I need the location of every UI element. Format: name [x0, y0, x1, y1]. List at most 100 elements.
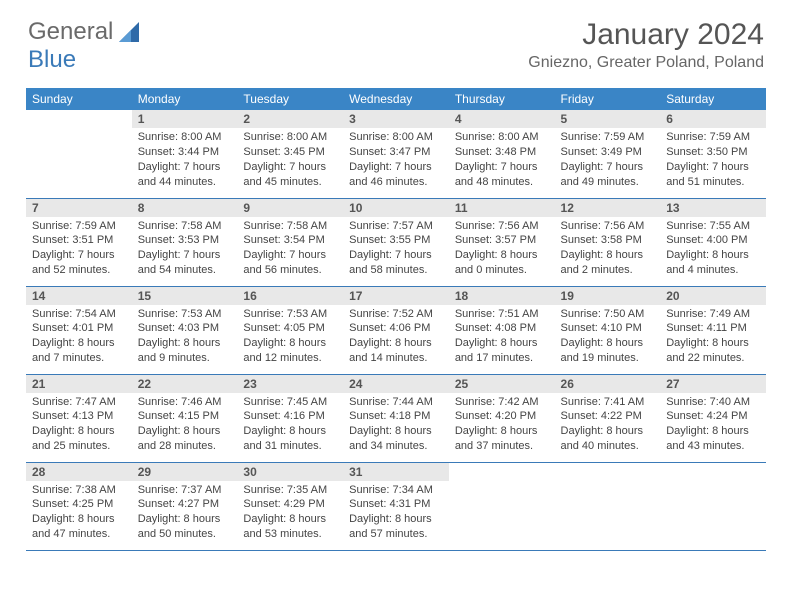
daylight2-text: and 51 minutes.: [666, 175, 760, 190]
calendar-cell: 17Sunrise: 7:52 AMSunset: 4:06 PMDayligh…: [343, 286, 449, 374]
daylight2-text: and 46 minutes.: [349, 175, 443, 190]
weekday-header: Wednesday: [343, 88, 449, 110]
daylight2-text: and 4 minutes.: [666, 263, 760, 278]
day-number: 29: [132, 463, 238, 481]
daylight2-text: and 58 minutes.: [349, 263, 443, 278]
day-number: 10: [343, 199, 449, 217]
daylight2-text: and 28 minutes.: [138, 439, 232, 454]
daylight1-text: Daylight: 8 hours: [455, 336, 549, 351]
day-details: Sunrise: 7:44 AMSunset: 4:18 PMDaylight:…: [343, 393, 449, 458]
sunrise-text: Sunrise: 7:45 AM: [243, 395, 337, 410]
daylight1-text: Daylight: 8 hours: [32, 336, 126, 351]
calendar-cell: 21Sunrise: 7:47 AMSunset: 4:13 PMDayligh…: [26, 374, 132, 462]
daylight2-text: and 0 minutes.: [455, 263, 549, 278]
calendar-cell: [555, 462, 661, 550]
day-details: Sunrise: 7:42 AMSunset: 4:20 PMDaylight:…: [449, 393, 555, 458]
sunrise-text: Sunrise: 7:42 AM: [455, 395, 549, 410]
logo: General Blue: [28, 18, 143, 74]
sunrise-text: Sunrise: 7:52 AM: [349, 307, 443, 322]
daylight1-text: Daylight: 8 hours: [243, 512, 337, 527]
daylight2-text: and 57 minutes.: [349, 527, 443, 542]
daylight1-text: Daylight: 7 hours: [243, 248, 337, 263]
calendar-cell: 18Sunrise: 7:51 AMSunset: 4:08 PMDayligh…: [449, 286, 555, 374]
day-number: 30: [237, 463, 343, 481]
sunrise-text: Sunrise: 7:58 AM: [243, 219, 337, 234]
calendar-cell: 15Sunrise: 7:53 AMSunset: 4:03 PMDayligh…: [132, 286, 238, 374]
daylight2-text: and 54 minutes.: [138, 263, 232, 278]
sunrise-text: Sunrise: 7:37 AM: [138, 483, 232, 498]
daylight1-text: Daylight: 7 hours: [243, 160, 337, 175]
day-number: 21: [26, 375, 132, 393]
sunset-text: Sunset: 4:31 PM: [349, 497, 443, 512]
calendar-week-row: 28Sunrise: 7:38 AMSunset: 4:25 PMDayligh…: [26, 462, 766, 550]
day-details: Sunrise: 7:57 AMSunset: 3:55 PMDaylight:…: [343, 217, 449, 282]
sunset-text: Sunset: 3:45 PM: [243, 145, 337, 160]
daylight2-text: and 48 minutes.: [455, 175, 549, 190]
daylight2-text: and 50 minutes.: [138, 527, 232, 542]
day-details: Sunrise: 7:50 AMSunset: 4:10 PMDaylight:…: [555, 305, 661, 370]
day-number: 27: [660, 375, 766, 393]
sunrise-text: Sunrise: 7:49 AM: [666, 307, 760, 322]
daylight1-text: Daylight: 8 hours: [32, 512, 126, 527]
sunset-text: Sunset: 4:13 PM: [32, 409, 126, 424]
weekday-header: Friday: [555, 88, 661, 110]
sunset-text: Sunset: 3:50 PM: [666, 145, 760, 160]
sunset-text: Sunset: 3:44 PM: [138, 145, 232, 160]
day-number: 28: [26, 463, 132, 481]
daylight1-text: Daylight: 8 hours: [138, 424, 232, 439]
daylight1-text: Daylight: 7 hours: [666, 160, 760, 175]
day-details: Sunrise: 7:53 AMSunset: 4:05 PMDaylight:…: [237, 305, 343, 370]
sunset-text: Sunset: 4:00 PM: [666, 233, 760, 248]
calendar-cell: 13Sunrise: 7:55 AMSunset: 4:00 PMDayligh…: [660, 198, 766, 286]
weekday-header: Saturday: [660, 88, 766, 110]
daylight1-text: Daylight: 8 hours: [561, 336, 655, 351]
day-number: 14: [26, 287, 132, 305]
day-number: 12: [555, 199, 661, 217]
day-details: Sunrise: 7:40 AMSunset: 4:24 PMDaylight:…: [660, 393, 766, 458]
sunset-text: Sunset: 4:05 PM: [243, 321, 337, 336]
weekday-header: Monday: [132, 88, 238, 110]
daylight2-text: and 56 minutes.: [243, 263, 337, 278]
daylight1-text: Daylight: 7 hours: [455, 160, 549, 175]
calendar-cell: 12Sunrise: 7:56 AMSunset: 3:58 PMDayligh…: [555, 198, 661, 286]
calendar-cell: 20Sunrise: 7:49 AMSunset: 4:11 PMDayligh…: [660, 286, 766, 374]
daylight1-text: Daylight: 8 hours: [138, 512, 232, 527]
day-number: 9: [237, 199, 343, 217]
daylight2-text: and 22 minutes.: [666, 351, 760, 366]
day-details: Sunrise: 7:47 AMSunset: 4:13 PMDaylight:…: [26, 393, 132, 458]
calendar-cell: 6Sunrise: 7:59 AMSunset: 3:50 PMDaylight…: [660, 110, 766, 198]
sunrise-text: Sunrise: 7:41 AM: [561, 395, 655, 410]
sunset-text: Sunset: 4:25 PM: [32, 497, 126, 512]
title-block: January 2024 Gniezno, Greater Poland, Po…: [528, 18, 764, 72]
calendar-cell: [26, 110, 132, 198]
day-details: Sunrise: 7:38 AMSunset: 4:25 PMDaylight:…: [26, 481, 132, 546]
day-number: 24: [343, 375, 449, 393]
sunrise-text: Sunrise: 7:44 AM: [349, 395, 443, 410]
sunrise-text: Sunrise: 7:34 AM: [349, 483, 443, 498]
sunset-text: Sunset: 4:27 PM: [138, 497, 232, 512]
logo-text-general: General: [28, 18, 113, 45]
calendar-cell: 14Sunrise: 7:54 AMSunset: 4:01 PMDayligh…: [26, 286, 132, 374]
daylight2-text: and 19 minutes.: [561, 351, 655, 366]
day-details: Sunrise: 7:59 AMSunset: 3:49 PMDaylight:…: [555, 128, 661, 193]
sunrise-text: Sunrise: 7:59 AM: [561, 130, 655, 145]
calendar-cell: 10Sunrise: 7:57 AMSunset: 3:55 PMDayligh…: [343, 198, 449, 286]
calendar-cell: 3Sunrise: 8:00 AMSunset: 3:47 PMDaylight…: [343, 110, 449, 198]
calendar-cell: 28Sunrise: 7:38 AMSunset: 4:25 PMDayligh…: [26, 462, 132, 550]
day-details: [26, 114, 132, 120]
daylight2-text: and 31 minutes.: [243, 439, 337, 454]
daylight2-text: and 40 minutes.: [561, 439, 655, 454]
calendar-cell: 27Sunrise: 7:40 AMSunset: 4:24 PMDayligh…: [660, 374, 766, 462]
sunset-text: Sunset: 3:47 PM: [349, 145, 443, 160]
day-number: 5: [555, 110, 661, 128]
day-number: 25: [449, 375, 555, 393]
day-number: 23: [237, 375, 343, 393]
sunset-text: Sunset: 3:51 PM: [32, 233, 126, 248]
sunrise-text: Sunrise: 7:46 AM: [138, 395, 232, 410]
sunset-text: Sunset: 3:54 PM: [243, 233, 337, 248]
daylight2-text: and 53 minutes.: [243, 527, 337, 542]
weekday-header-row: Sunday Monday Tuesday Wednesday Thursday…: [26, 88, 766, 110]
daylight2-text: and 49 minutes.: [561, 175, 655, 190]
sunrise-text: Sunrise: 7:57 AM: [349, 219, 443, 234]
sunset-text: Sunset: 4:29 PM: [243, 497, 337, 512]
